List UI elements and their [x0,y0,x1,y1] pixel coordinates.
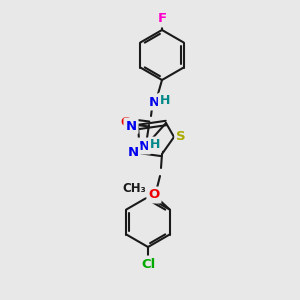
Text: N: N [128,146,139,158]
Text: O: O [120,116,132,128]
Text: CH₃: CH₃ [122,182,146,196]
Text: N: N [148,95,160,109]
Text: N: N [125,119,136,133]
Text: Cl: Cl [141,257,155,271]
Text: F: F [158,13,166,26]
Text: H: H [150,139,160,152]
Text: S: S [176,130,186,143]
Text: N: N [138,140,150,152]
Text: O: O [148,188,160,202]
Text: H: H [160,94,170,107]
